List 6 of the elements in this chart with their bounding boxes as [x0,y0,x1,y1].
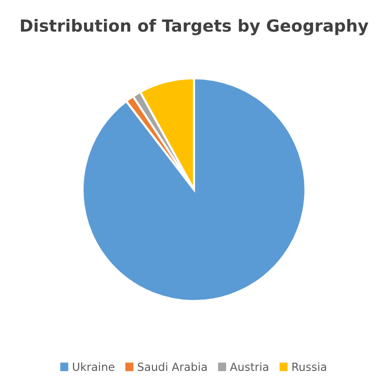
legend-label: Saudi Arabia [138,362,207,371]
pie-slice [82,77,306,302]
legend-label: Austria [230,362,268,371]
chart-title: Distribution of Targets by Geography [20,18,368,36]
legend-label: Ukraine [72,362,114,371]
legend-label: Russia [292,362,326,371]
